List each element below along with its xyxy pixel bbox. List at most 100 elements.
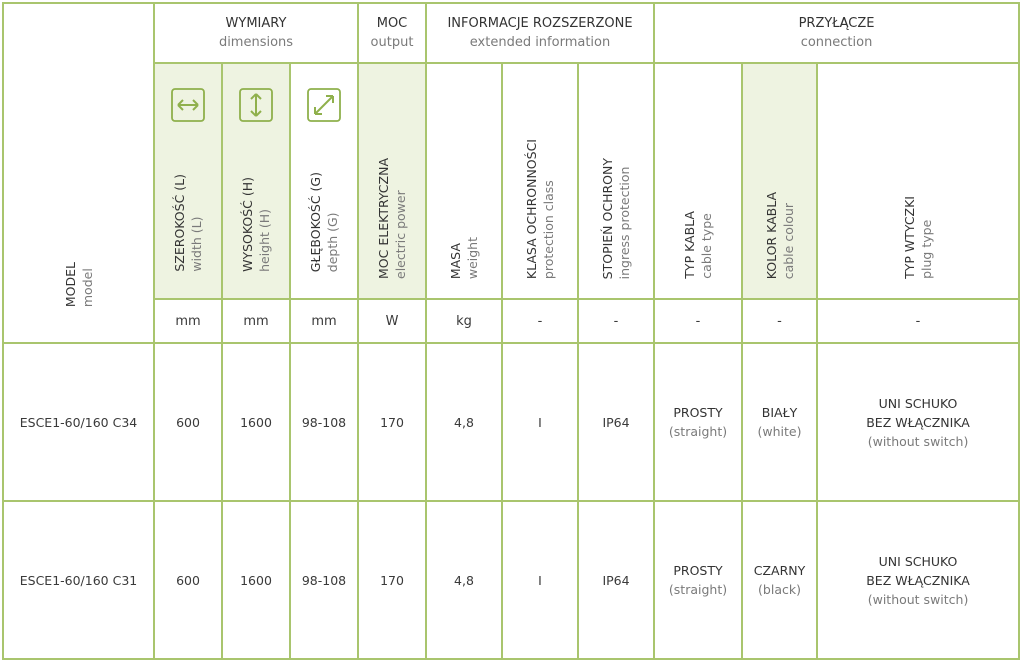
column-header-row: SZEROKOŚĆ (L) width (L) WYSOKOŚĆ (H) heigh…: [3, 62, 1021, 300]
cell-mass: 4,8: [425, 342, 503, 502]
label-pl: UNI SCHUKO: [878, 553, 958, 569]
cell-height: 1600: [221, 342, 291, 502]
label-en: (straight): [668, 424, 728, 439]
label-pl: PROSTY: [673, 563, 723, 578]
label-pl: MODEL: [62, 261, 78, 307]
cell-model: ESCE1-60/160 C34: [2, 342, 155, 502]
label-en: (without switch): [867, 433, 969, 449]
unit-width: mm: [153, 298, 223, 344]
label-en: (straight): [668, 582, 728, 597]
unit-depth: mm: [289, 298, 359, 344]
cell-depth: 98-108: [289, 342, 359, 502]
label-en: protection class: [541, 180, 556, 279]
cell-protection-class: I: [501, 342, 579, 502]
header-height: WYSOKOŚĆ (H) height (H): [221, 62, 291, 300]
label-en: (white): [757, 424, 802, 439]
label-pl: BEZ WŁĄCZNIKA: [866, 572, 970, 588]
label-pl: KOLOR KABLA: [763, 191, 779, 279]
label-pl: TYP KABLA: [682, 211, 698, 279]
label-en: electric power: [393, 190, 408, 279]
label-pl: PROSTY: [673, 405, 723, 420]
unit-cable-colour: -: [741, 298, 819, 344]
header-cable-colour: KOLOR KABLA cable colour: [741, 62, 819, 300]
label-pl: WYSOKOŚĆ (H): [240, 177, 255, 272]
cell-height: 1600: [221, 500, 291, 660]
header-width: SZEROKOŚĆ (L) width (L): [153, 62, 223, 300]
label-pl: GŁĘBOKOŚĆ (G): [308, 171, 323, 272]
label-pl: PRZYŁĄCZE: [798, 16, 875, 31]
label-en: output: [370, 35, 414, 50]
horizontal-arrow-icon: [171, 88, 205, 122]
label-pl: CZARNY: [753, 563, 806, 578]
cell-width: 600: [153, 500, 223, 660]
label-pl: BEZ WŁĄCZNIKA: [866, 414, 970, 430]
header-ingress: STOPIEŃ OCHRONY ingress protection: [576, 62, 656, 300]
header-depth: GŁĘBOKOŚĆ (G) depth (G): [289, 62, 359, 300]
group-connection: PRZYŁĄCZE connection: [653, 2, 1021, 64]
unit-mass: kg: [425, 298, 503, 344]
units-row: mm mm mm W kg - - - - -: [3, 298, 1021, 344]
label-en: cable type: [699, 213, 715, 279]
label-pl: TYP WTYCZKI: [902, 196, 918, 279]
header-protection-class: KLASA OCHRONNOŚCI protection class: [501, 62, 579, 300]
label-en: width (L): [189, 216, 204, 272]
unit-plug-type: -: [816, 298, 1021, 344]
cell-plug-type: UNI SCHUKO BEZ WŁĄCZNIKA (without switch): [816, 500, 1021, 660]
label-en: height (H): [257, 209, 272, 272]
label-en: dimensions: [218, 35, 294, 50]
header-power: MOC ELEKTRYCZNA electric power: [357, 62, 427, 300]
label-pl: MOC: [376, 16, 408, 31]
label-pl: WYMIARY: [225, 16, 287, 31]
label-pl: BIAŁY: [761, 405, 798, 420]
label-en: model: [79, 268, 95, 307]
unit-power: W: [357, 298, 427, 344]
header-model: MODEL model: [2, 2, 155, 344]
header-mass: MASA weight: [425, 62, 503, 300]
label-en: ingress protection: [617, 166, 632, 279]
cell-cable-type: PROSTY (straight): [653, 342, 744, 502]
label-pl: SZEROKOŚĆ (L): [172, 174, 187, 272]
label-pl: UNI SCHUKO: [878, 395, 958, 411]
label-pl: INFORMACJE ROZSZERZONE: [447, 16, 633, 31]
cell-cable-type: PROSTY (straight): [653, 500, 744, 660]
label-pl: MASA: [448, 242, 463, 279]
cell-mass: 4,8: [425, 500, 503, 660]
cell-ingress: IP64: [576, 500, 656, 660]
unit-cable-type: -: [653, 298, 744, 344]
unit-ingress: -: [576, 298, 656, 344]
group-dimensions: WYMIARY dimensions: [153, 2, 359, 64]
label-en: connection: [800, 35, 873, 50]
group-extended: INFORMACJE ROZSZERZONE extended informati…: [424, 2, 656, 64]
label-en: cable colour: [780, 202, 796, 279]
diagonal-arrow-icon: [307, 88, 341, 122]
unit-protection-class: -: [501, 298, 579, 344]
label-en: weight: [465, 236, 480, 279]
label-en: extended information: [469, 35, 611, 50]
cell-cable-colour: CZARNY (black): [741, 500, 819, 660]
cell-protection-class: I: [501, 500, 579, 660]
cell-plug-type: UNI SCHUKO BEZ WŁĄCZNIKA (without switch): [816, 342, 1021, 502]
cell-cable-colour: BIAŁY (white): [741, 342, 819, 502]
label-en: (without switch): [867, 591, 969, 607]
label-en: depth (G): [325, 212, 340, 272]
group-output: MOC output: [357, 2, 427, 64]
label-pl: STOPIEŃ OCHRONY: [600, 157, 615, 279]
cell-ingress: IP64: [576, 342, 656, 502]
label-pl: KLASA OCHRONNOŚCI: [524, 138, 539, 279]
label-en: (black): [758, 582, 801, 597]
label-en: plug type: [919, 219, 935, 279]
cell-power: 170: [357, 342, 427, 502]
group-header-row: MODEL model WYMIARY dimensions MOC output I…: [2, 2, 1021, 344]
header-cable-type: TYP KABLA cable type: [653, 62, 744, 300]
vertical-arrow-icon: [239, 88, 273, 122]
cell-width: 600: [153, 342, 223, 502]
cell-depth: 98-108: [289, 500, 359, 660]
table-row: ESCE1-60/160 C31 600 1600 98-108 170 4,8…: [2, 500, 1021, 660]
cell-model: ESCE1-60/160 C31: [2, 500, 155, 660]
unit-height: mm: [221, 298, 291, 344]
header-plug-type: TYP WTYCZKI plug type: [816, 62, 1021, 300]
label-pl: MOC ELEKTRYCZNA: [376, 158, 391, 279]
cell-power: 170: [357, 500, 427, 660]
table-row: ESCE1-60/160 C34 600 1600 98-108 170 4,8…: [2, 342, 1021, 502]
